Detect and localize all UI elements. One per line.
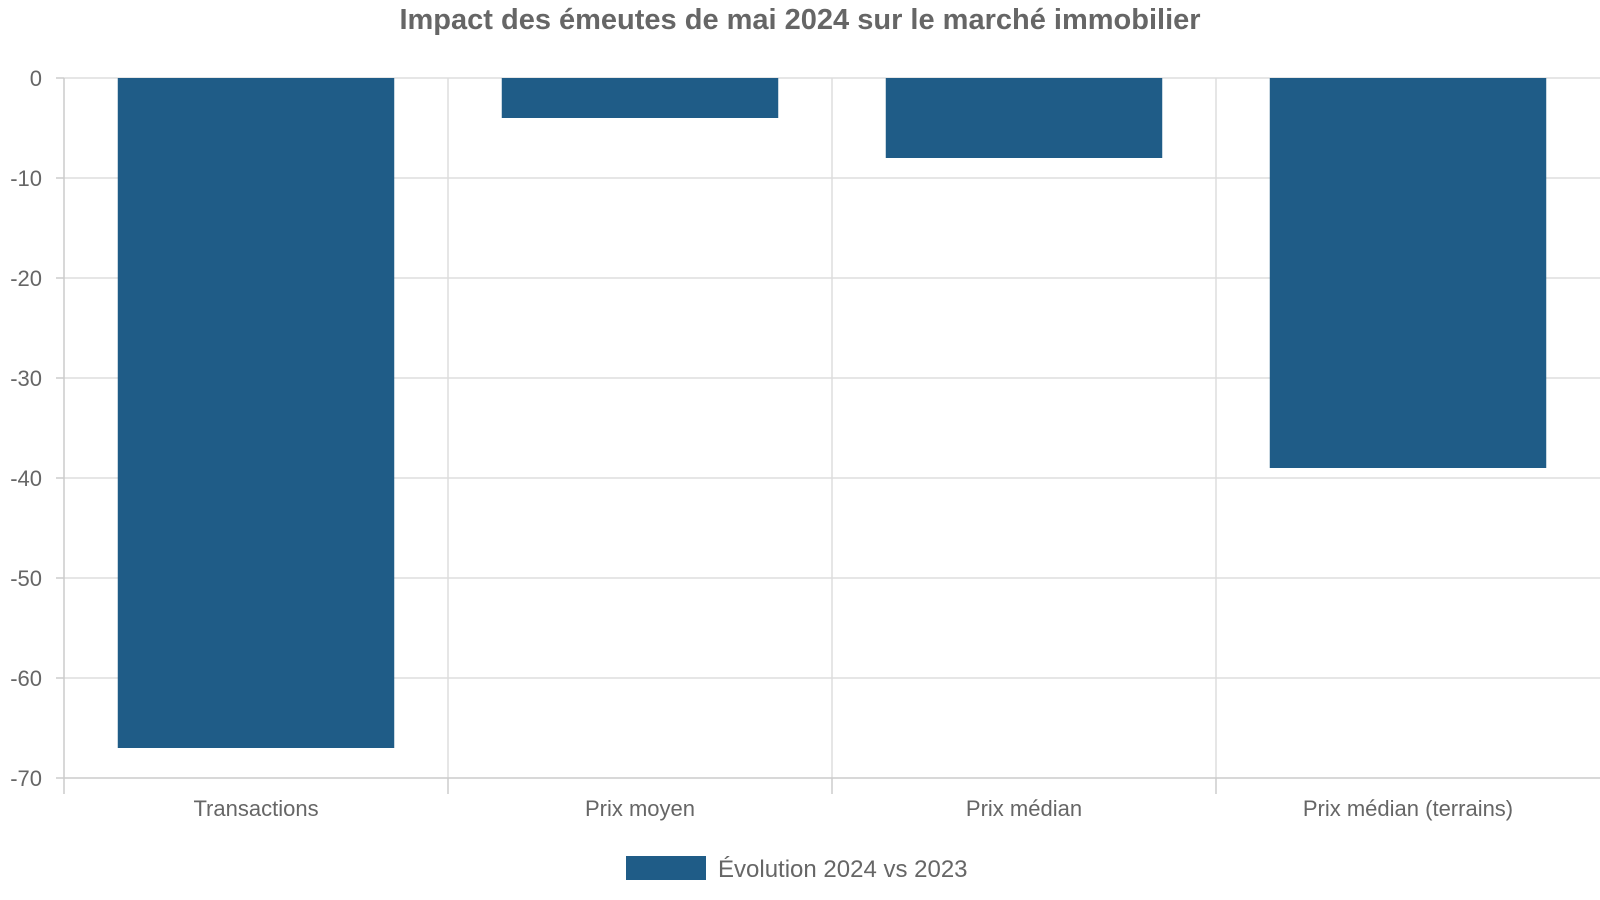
bar-prix-m-dian	[885, 78, 1163, 158]
y-tick-label: -70	[10, 766, 42, 791]
legend-label: Évolution 2024 vs 2023	[718, 856, 968, 883]
y-tick-label: -30	[10, 366, 42, 391]
legend: Évolution 2024 vs 2023	[626, 856, 968, 883]
bars	[117, 78, 1547, 748]
x-tick-label: Prix médian	[966, 796, 1082, 821]
x-tick-label: Transactions	[193, 796, 318, 821]
y-tick-label: -20	[10, 266, 42, 291]
y-tick-label: -60	[10, 666, 42, 691]
y-tick-label: -40	[10, 466, 42, 491]
legend-swatch	[626, 856, 706, 880]
bar-prix-m-dian-terrains	[1269, 78, 1547, 468]
y-tick-label: -10	[10, 166, 42, 191]
y-tick-label: 0	[30, 66, 42, 91]
bar-prix-moyen	[501, 78, 779, 118]
axes: 0 -10 -20 -30 -40 -50 -60 -70 Transactions Prix m…	[10, 66, 1600, 821]
x-tick-label: Prix médian (terrains)	[1303, 796, 1513, 821]
x-tick-label: Prix moyen	[585, 796, 695, 821]
y-tick-label: -50	[10, 566, 42, 591]
chart-title: Impact des émeutes de mai 2024 sur le ma…	[399, 4, 1200, 36]
bar-transactions	[117, 78, 395, 748]
